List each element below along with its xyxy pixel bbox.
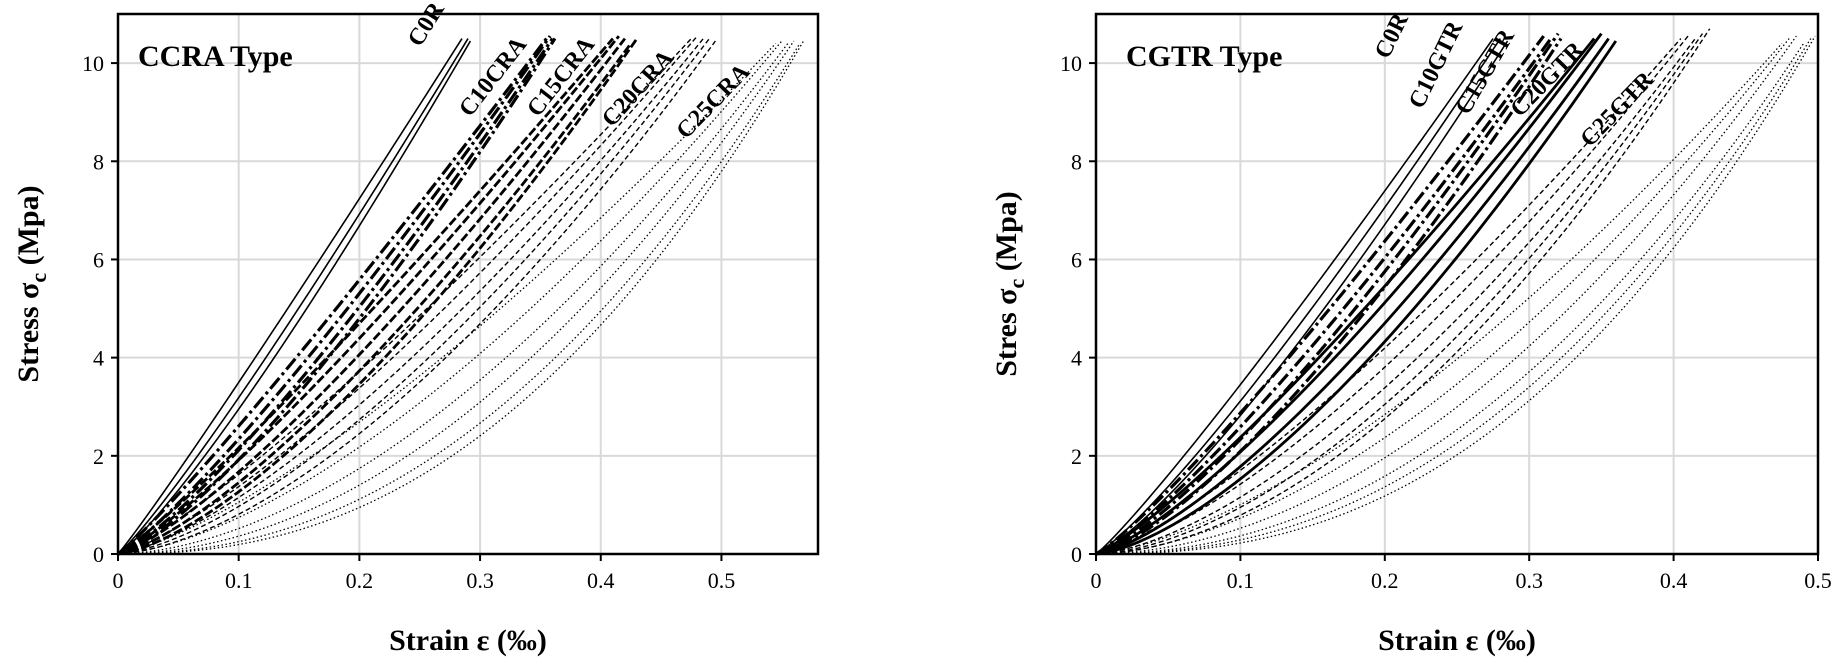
chart1-y-tick-label: 6	[1071, 247, 1082, 272]
chart0-y-tick-label: 4	[93, 346, 104, 371]
chart0-y-axis-label: Stress σc (Mpa)	[12, 185, 51, 382]
chart0-series-c15cra-1	[117, 37, 614, 556]
chart1-series-c10gtr-1	[1095, 35, 1545, 556]
chart0-x-tick-label: 0	[113, 568, 124, 593]
chart1-plot-frame	[1094, 12, 1820, 556]
chart1-x-tick-label: 0.2	[1371, 568, 1399, 593]
chart1-series-c0r-2	[1095, 38, 1501, 555]
chart0-series-c10cra-1	[117, 37, 548, 556]
chart0-series-c20cra-2	[117, 35, 698, 555]
chart1-y-tick-label: 0	[1071, 542, 1082, 567]
chart0-y-tick-label: 8	[93, 149, 104, 174]
chart0-series-c20cra-4	[117, 38, 710, 555]
chart1-y-axis-label: Stres σc (Mpa)	[990, 191, 1029, 377]
chart1-series-c20gtr-5	[1095, 28, 1711, 555]
chart1-series-c25gtr-1	[1095, 43, 1783, 555]
chart1-title: CGTR Type	[1126, 40, 1282, 73]
chart-ccra: 0 0.1 0.2 0.3 0.4 0.5 0 2 4 6 8 10 CCRA Type C0R C10CR…	[0, 0, 922, 671]
chart1-series-c0r-1	[1095, 38, 1494, 555]
chart1-series-c10gtr-2	[1095, 37, 1553, 556]
chart1-group-label-c0r: C0R	[1370, 9, 1414, 63]
chart0-series-c15cra-2	[117, 35, 620, 556]
chart0-y-tick-label: 6	[93, 247, 104, 272]
chart0-x-tick-label: 0.4	[587, 568, 615, 593]
chart0-series-c20cra-5	[117, 40, 716, 555]
chart1-series-c15gtr-2	[1095, 32, 1603, 556]
chart0-x-tick-label: 0.2	[346, 568, 374, 593]
chart1-series-c20gtr-1	[1095, 38, 1682, 555]
chart1-series-c20gtr-4	[1095, 33, 1704, 555]
chart1-x-axis-label: Strain ε (‰)	[1378, 624, 1536, 657]
chart0-series-c0r-1	[117, 38, 463, 555]
chart1-series-c25gtr-4	[1095, 43, 1805, 555]
chart-cgtr: 0 0.1 0.2 0.3 0.4 0.5 0 2 4 6 8 10 CGTR Type C0R C10GT…	[922, 0, 1844, 671]
chart1-x-tick-label: 0.3	[1515, 568, 1543, 593]
chart0-group-label-c0r: C0R	[403, 0, 450, 51]
chart0-series-c10cra-3	[117, 37, 554, 556]
chart1-series-c10gtr-3	[1095, 32, 1560, 556]
chart0-series-c10cra-2	[117, 35, 552, 556]
chart1-series-c20gtr-2	[1095, 35, 1689, 555]
chart1-y-tick-label: 10	[1060, 51, 1082, 76]
chart0-title: CCRA Type	[138, 40, 293, 73]
chart0-x-axis-label: Strain ε (‰)	[389, 624, 547, 657]
chart0-series-c25cra-1	[117, 43, 777, 555]
chart0-series-c20cra-1	[117, 38, 692, 555]
chart0-plot-frame	[116, 12, 820, 556]
chart0-series-c15cra-5	[117, 37, 639, 556]
chart0-series-c0r-2	[117, 38, 469, 555]
chart0-y-tick-label: 0	[93, 542, 104, 567]
chart0-y-tick-label: 10	[82, 51, 104, 76]
chart0-series-c10cra-4	[117, 37, 557, 556]
chart1-y-tick-label: 2	[1071, 444, 1082, 469]
chart0-series-c15cra-4	[117, 42, 633, 556]
chart0-series-c0r-3	[117, 40, 472, 555]
chart1-series-c20gtr-3	[1095, 38, 1696, 555]
chart1-series-c25gtr-6	[1095, 35, 1816, 555]
chart0-y-tick-label: 2	[93, 444, 104, 469]
chart0-x-tick-label: 0.3	[466, 568, 494, 593]
chart1-series-c10gtr-4	[1095, 37, 1563, 556]
chart1-x-tick-label: 0.4	[1660, 568, 1688, 593]
chart1-series-c15gtr-3	[1095, 37, 1610, 556]
chart1-x-tick-label: 0.5	[1804, 568, 1832, 593]
chart1-y-tick-label: 4	[1071, 346, 1082, 371]
chart0-series-c20cra-3	[117, 38, 704, 555]
chart1-x-tick-label: 0.1	[1227, 568, 1255, 593]
chart0-series-c25cra-6	[117, 40, 805, 555]
chart1-y-tick-label: 8	[1071, 149, 1082, 174]
chart1-series-c15gtr-4	[1095, 40, 1617, 556]
chart1-series-c15gtr-1	[1095, 37, 1596, 556]
chart0-x-tick-label: 0.1	[225, 568, 253, 593]
chart1-series-c0r-3	[1095, 40, 1509, 555]
chart1-x-tick-label: 0	[1091, 568, 1102, 593]
chart0-x-tick-label: 0.5	[708, 568, 736, 593]
chart0-series-c25cra-2	[117, 40, 783, 555]
